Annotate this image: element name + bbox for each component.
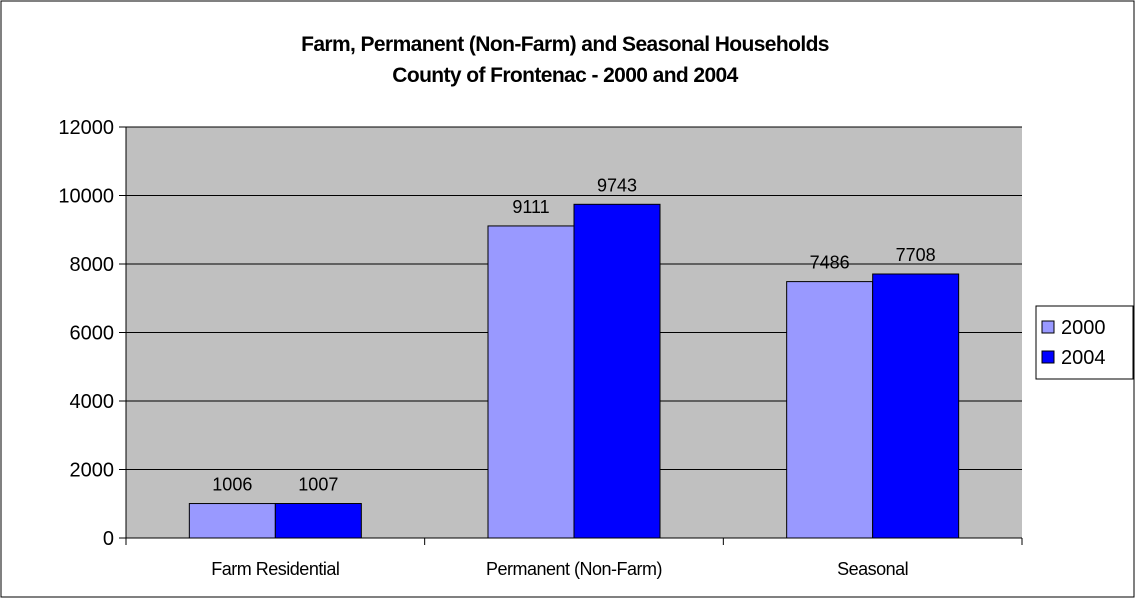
y-tick-label: 6000 bbox=[70, 323, 115, 345]
bar-2000-0 bbox=[188, 503, 276, 539]
legend-label-2000: 2000 bbox=[1061, 317, 1106, 339]
bar-2004-2 bbox=[872, 273, 960, 539]
bar-layer bbox=[188, 203, 960, 539]
data-label-2004-0: 1007 bbox=[298, 475, 338, 495]
y-tick-label: 12000 bbox=[58, 117, 114, 139]
data-label-2004-1: 9743 bbox=[597, 175, 637, 195]
data-label-2004-2: 7708 bbox=[896, 245, 936, 265]
x-category-label: Farm Residential bbox=[211, 559, 339, 579]
bar-2000-2 bbox=[786, 281, 874, 539]
y-tick-label: 4000 bbox=[70, 391, 115, 413]
bar-2000-1 bbox=[487, 225, 575, 539]
y-tick-label: 2000 bbox=[70, 460, 115, 482]
data-label-2000-0: 1006 bbox=[212, 475, 252, 495]
x-category-label: Seasonal bbox=[837, 559, 908, 579]
data-label-2000-1: 9111 bbox=[512, 197, 549, 217]
chart-title: Farm, Permanent (Non-Farm) and Seasonal … bbox=[301, 33, 829, 56]
legend-swatch-2004 bbox=[1041, 350, 1055, 364]
chart-subtitle: County of Frontenac - 2000 and 2004 bbox=[392, 64, 738, 87]
legend-label-2004: 2004 bbox=[1061, 347, 1106, 369]
bar-2004-1 bbox=[573, 203, 661, 539]
data-label-2000-2: 7486 bbox=[810, 253, 850, 273]
bar-2004-0 bbox=[274, 503, 362, 539]
x-category-label: Permanent (Non-Farm) bbox=[486, 559, 662, 579]
legend-box bbox=[1035, 305, 1134, 380]
label-layer: 0 2000 4000 6000 8000 10000 12000 1006 1007 Farm … bbox=[58, 117, 935, 579]
y-tick-label: 8000 bbox=[70, 254, 115, 276]
axis-layer bbox=[119, 126, 1023, 545]
legend-swatch-2000 bbox=[1041, 320, 1055, 334]
legend: 2000 2004 bbox=[1035, 305, 1134, 380]
y-tick-label: 10000 bbox=[58, 186, 114, 208]
y-tick-label: 0 bbox=[103, 528, 114, 550]
